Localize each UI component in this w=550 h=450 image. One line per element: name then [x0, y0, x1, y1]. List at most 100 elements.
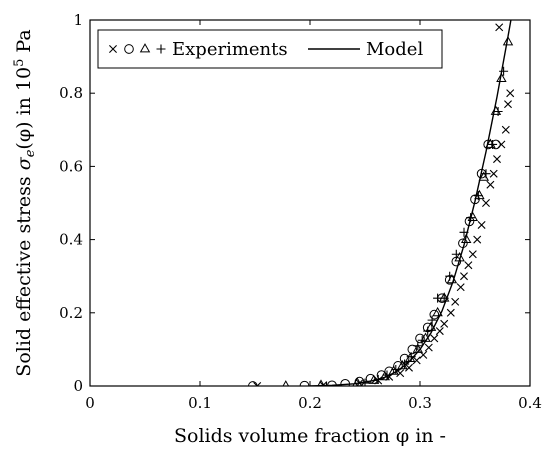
cross-marker — [440, 319, 449, 328]
plus-marker — [459, 227, 469, 237]
cross-marker — [405, 363, 413, 372]
plus-marker — [373, 374, 383, 384]
plus-marker — [391, 365, 401, 375]
y-axis-title-sigma: σ — [13, 156, 35, 170]
legend-cross-marker — [109, 45, 117, 53]
plus-marker — [382, 370, 392, 380]
triangle-marker — [420, 332, 431, 342]
cross-marker — [468, 250, 477, 259]
plus-marker — [481, 169, 491, 179]
y-tick-label: 0.2 — [59, 304, 83, 322]
x-tick-label: 0 — [85, 394, 95, 412]
y-tick-label: 0 — [73, 377, 83, 395]
cross-marker — [477, 220, 486, 229]
y-tick-label: 0.8 — [59, 84, 83, 102]
x-tick-label: 0.2 — [298, 394, 322, 412]
cross-marker — [446, 308, 455, 317]
cross-marker — [495, 23, 504, 32]
plot-area-frame — [89, 19, 531, 387]
triangle-marker — [282, 380, 290, 386]
plus-marker — [499, 66, 509, 76]
legend-model-label: Model — [366, 39, 423, 60]
y-axis-title-unit: Pa — [13, 29, 35, 58]
cross-marker — [486, 180, 495, 189]
circle-marker — [340, 378, 351, 386]
triangle-marker — [460, 233, 472, 244]
circle-marker — [458, 238, 468, 249]
plus-marker — [466, 213, 476, 223]
triangle-marker — [425, 321, 437, 331]
experiment-markers-layer — [247, 23, 515, 386]
y-axis-title: Solid effective stress σe(φ) in 105 Pa — [12, 29, 38, 376]
triangle-marker — [496, 72, 507, 82]
plus-marker — [473, 191, 483, 201]
triangle-marker — [454, 252, 465, 262]
triangle-marker — [412, 343, 424, 353]
plus-marker — [406, 352, 416, 362]
plus-marker — [413, 341, 423, 351]
circle-marker — [247, 381, 258, 386]
legend-box — [97, 29, 443, 69]
plus-marker — [360, 378, 370, 386]
cross-marker — [396, 369, 405, 378]
x-axis-ticks: 0 0.1 0.2 0.3 0.4 — [85, 20, 542, 412]
circle-marker — [299, 380, 310, 386]
plus-marker — [417, 335, 427, 345]
cross-marker — [489, 169, 498, 178]
circle-marker — [327, 380, 337, 386]
cross-marker — [412, 356, 421, 365]
plus-marker — [322, 381, 331, 386]
circle-marker — [407, 344, 418, 355]
x-tick-label: 0.4 — [518, 394, 542, 412]
plus-marker — [400, 359, 410, 369]
plus-marker — [488, 139, 498, 149]
y-tick-label: 1 — [73, 11, 83, 29]
y-axis-ticks: 0 0.2 0.4 0.6 0.8 1 — [59, 11, 530, 395]
y-axis-title-part-1: Solid effective stress — [13, 170, 35, 376]
y-axis-title-sub-e: e — [23, 149, 38, 157]
cross-marker — [430, 334, 439, 343]
legend-plus-marker — [156, 44, 166, 54]
legend: Experiments Model — [97, 29, 443, 69]
y-tick-label: 0.4 — [59, 231, 83, 249]
legend-experiment-symbols — [109, 43, 166, 54]
cross-marker — [497, 140, 506, 149]
circle-marker — [415, 333, 425, 344]
cross-marker — [456, 283, 465, 292]
cross-marker — [435, 327, 444, 336]
cross-marker — [493, 155, 501, 164]
plus-marker — [427, 315, 437, 325]
circle-marker — [464, 216, 475, 227]
triangle-marker — [352, 377, 363, 386]
triangle-marker — [432, 306, 443, 317]
legend-circle-marker — [124, 44, 134, 54]
cross-marker — [253, 382, 262, 386]
x-axis-title: Solids volume fraction φ in - — [174, 425, 446, 447]
cross-marker — [464, 261, 473, 270]
plus-marker — [439, 293, 449, 303]
cross-marker — [504, 100, 512, 109]
y-tick-label: 0.6 — [59, 157, 83, 175]
cross-marker — [482, 199, 490, 207]
circle-marker — [470, 194, 480, 205]
triangle-marker — [317, 379, 325, 386]
model-curve-layer — [309, 20, 512, 386]
plus-marker — [445, 271, 455, 281]
y-axis-title-sup-5: 5 — [12, 59, 27, 67]
triangle-marker — [404, 352, 416, 362]
cross-marker — [460, 272, 468, 281]
cross-marker — [501, 125, 510, 134]
circle-marker — [429, 309, 440, 320]
x-tick-label: 0.3 — [408, 394, 432, 412]
legend-experiments-label: Experiments — [172, 39, 288, 60]
triangle-marker — [502, 36, 514, 46]
plus-marker — [493, 107, 503, 116]
y-axis-title-part-phi: (φ) in 10 — [13, 67, 35, 150]
triangle-marker — [474, 189, 485, 200]
plus-marker — [451, 249, 461, 259]
plus-marker — [423, 326, 433, 336]
x-tick-label: 0.1 — [188, 394, 212, 412]
cross-marker — [506, 89, 515, 98]
